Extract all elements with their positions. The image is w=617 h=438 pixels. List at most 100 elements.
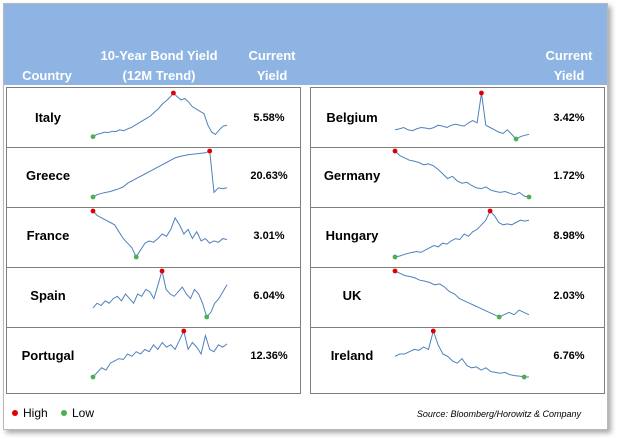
table-row: Spain 6.04% bbox=[4, 266, 302, 326]
current-yield-value: 1.72% bbox=[553, 170, 585, 182]
current-yield-value: 12.36% bbox=[250, 350, 288, 362]
row-divider-right bbox=[310, 207, 605, 208]
row-divider-right bbox=[310, 267, 605, 268]
sparkline-chart bbox=[394, 90, 530, 142]
row-divider-left bbox=[6, 147, 301, 148]
legend-low-label: Low bbox=[72, 406, 95, 420]
table-border-line bbox=[6, 393, 301, 394]
sparkline-high-point bbox=[392, 148, 398, 154]
sparkline-trend-line bbox=[92, 210, 228, 259]
country-name: Spain bbox=[30, 288, 66, 303]
sparkline-high-point bbox=[207, 148, 213, 154]
current-yield-value: 2.03% bbox=[553, 290, 585, 302]
current-yield-value: 20.63% bbox=[250, 170, 288, 182]
sparkline-chart bbox=[394, 328, 529, 380]
row-divider-left bbox=[6, 207, 301, 208]
table-border-line bbox=[310, 87, 605, 88]
sparkline-high-point bbox=[479, 90, 484, 96]
header-current-yield-left-line2: Yield bbox=[256, 68, 288, 83]
sparkline-trend-line bbox=[394, 270, 530, 318]
table-header: Country 10-Year Bond Yield (12M Trend) C… bbox=[4, 4, 607, 85]
table-row: UK 2.03% bbox=[308, 266, 606, 326]
table-row: Belgium 3.42% bbox=[308, 88, 606, 148]
sparkline-low-point bbox=[496, 314, 502, 320]
header-yield-trend-line2: (12M Trend) bbox=[122, 68, 196, 83]
sparkline-chart bbox=[90, 148, 228, 200]
legend: High Low bbox=[4, 402, 607, 426]
sparkline-high-point bbox=[90, 208, 96, 214]
country-name: Italy bbox=[34, 110, 61, 125]
country-name: Ireland bbox=[330, 348, 374, 363]
table-row: Italy 5.58% bbox=[4, 88, 302, 148]
sparkline-trend-line bbox=[92, 92, 228, 138]
current-yield-value: 6.04% bbox=[253, 290, 285, 302]
table-side-border bbox=[310, 87, 311, 394]
sparkline-chart bbox=[90, 90, 228, 140]
country-name: Germany bbox=[323, 168, 381, 183]
table-side-border bbox=[6, 87, 7, 394]
sparkline-trend-line bbox=[92, 150, 228, 198]
source-note: Source: Bloomberg/Horowitz & Company bbox=[416, 409, 581, 419]
sparkline-high-point bbox=[181, 328, 187, 334]
current-yield-value: 3.42% bbox=[553, 112, 585, 124]
country-name: UK bbox=[342, 288, 362, 303]
sparkline-trend-line bbox=[394, 150, 530, 198]
country-name: Portugal bbox=[21, 348, 75, 363]
current-yield-value: 6.76% bbox=[553, 350, 585, 362]
sparkline-high-point bbox=[159, 268, 165, 274]
sparkline-high-point bbox=[487, 208, 493, 214]
sparkline-trend-line bbox=[92, 329, 228, 378]
sparkline-chart bbox=[392, 208, 530, 260]
sparkline-trend-line bbox=[394, 210, 530, 258]
country-name: France bbox=[26, 228, 70, 243]
row-divider-left bbox=[6, 327, 301, 328]
header-country: Country bbox=[22, 68, 72, 83]
high-marker-icon bbox=[12, 410, 18, 416]
table-border-line bbox=[6, 87, 301, 88]
current-yield-value: 5.58% bbox=[253, 112, 285, 124]
table-row: Ireland 6.76% bbox=[308, 326, 606, 386]
low-marker-icon bbox=[61, 410, 67, 416]
country-name: Belgium bbox=[326, 110, 378, 125]
header-current-yield-left-line1: Current bbox=[248, 48, 296, 63]
country-name: Greece bbox=[25, 168, 71, 183]
table-row: Greece 20.63% bbox=[4, 146, 302, 206]
table-row: Hungary 8.98% bbox=[308, 206, 606, 266]
sparkline-chart bbox=[90, 208, 228, 260]
row-divider-right bbox=[310, 147, 605, 148]
sparkline-low-point bbox=[204, 314, 210, 320]
row-divider-left bbox=[6, 267, 301, 268]
sparkline-low-point bbox=[392, 254, 398, 260]
table-row: Germany 1.72% bbox=[308, 146, 606, 206]
sparkline-trend-line bbox=[394, 329, 529, 378]
sparkline-low-point bbox=[90, 194, 96, 200]
current-yield-value: 8.98% bbox=[553, 230, 585, 242]
sparkline-high-point bbox=[171, 90, 176, 96]
table-row: Portugal 12.36% bbox=[4, 326, 302, 386]
sparkline-chart bbox=[92, 268, 228, 320]
table-side-border bbox=[300, 87, 301, 394]
sparkline-chart bbox=[90, 328, 228, 380]
sparkline-low-point bbox=[513, 136, 519, 142]
sparkline-low-point bbox=[521, 374, 527, 380]
sparkline-chart bbox=[392, 268, 530, 320]
legend-high-label: High bbox=[23, 406, 48, 420]
table-border-line bbox=[310, 393, 605, 394]
sparkline-low-point bbox=[90, 134, 96, 140]
sparkline-high-point bbox=[430, 328, 436, 334]
table-side-border bbox=[604, 87, 605, 394]
row-divider-right bbox=[310, 327, 605, 328]
header-current-yield-right-line1: Current bbox=[545, 48, 593, 63]
sparkline-low-point bbox=[133, 254, 139, 260]
sparkline-trend-line bbox=[394, 92, 530, 140]
current-yield-value: 3.01% bbox=[253, 230, 285, 242]
header-yield-trend-line1: 10-Year Bond Yield bbox=[100, 48, 218, 63]
sparkline-chart bbox=[392, 148, 532, 200]
header-yield-trend: 10-Year Bond Yield (12M Trend) bbox=[84, 46, 234, 86]
sparkline-low-point bbox=[90, 374, 96, 380]
sparkline-high-point bbox=[392, 268, 398, 274]
header-current-yield-right-line2: Yield bbox=[553, 68, 585, 83]
table-row: France 3.01% bbox=[4, 206, 302, 266]
country-name: Hungary bbox=[325, 228, 379, 243]
bond-yield-table: Country 10-Year Bond Yield (12M Trend) C… bbox=[3, 3, 608, 430]
